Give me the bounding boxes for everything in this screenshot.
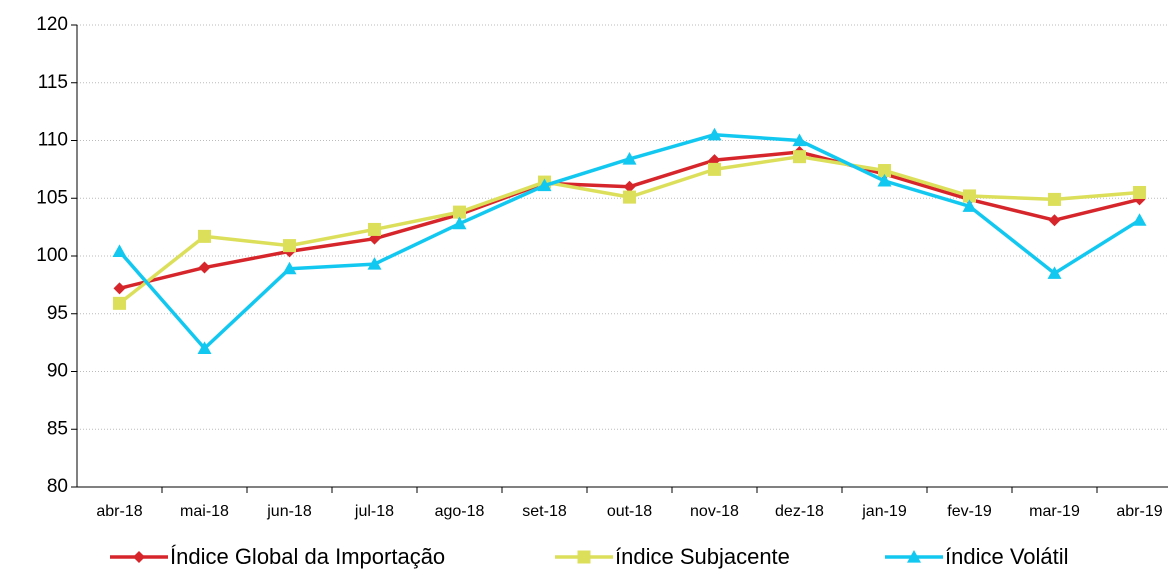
x-tick-label: nov-18 [690, 503, 739, 520]
x-tick-label: mar-19 [1029, 503, 1080, 520]
x-tick-label: ago-18 [435, 503, 485, 520]
point-marker [878, 164, 891, 178]
x-tick-label: jan-19 [861, 503, 907, 520]
y-tick-label: 110 [38, 130, 68, 151]
y-tick-label: 100 [36, 245, 68, 266]
point-marker [877, 173, 892, 187]
y-tick-label: 80 [47, 476, 68, 497]
point-marker [113, 282, 126, 295]
y-tick-label: 90 [47, 361, 68, 382]
y-tick-label: 95 [47, 303, 68, 324]
point-marker [792, 133, 807, 147]
point-marker [963, 189, 976, 203]
legend-marker [133, 551, 145, 563]
x-tick-label: jul-18 [354, 503, 394, 520]
point-marker [452, 216, 467, 230]
point-marker [198, 229, 211, 243]
legend-label: índice Volátil [945, 544, 1069, 569]
x-tick-label: jun-18 [266, 503, 312, 520]
point-marker [622, 151, 637, 165]
x-tick-label: out-18 [607, 503, 652, 520]
y-tick-label: 105 [36, 187, 68, 208]
x-tick-label: set-18 [522, 503, 567, 520]
point-marker [367, 257, 382, 270]
x-tick-label: fev-19 [947, 503, 992, 520]
x-tick-label: abr-18 [96, 503, 142, 520]
point-marker [113, 296, 126, 310]
x-tick-label: dez-18 [775, 503, 824, 520]
legend-marker [577, 550, 591, 564]
point-marker [112, 244, 127, 257]
legend-marker [907, 550, 921, 563]
point-marker [1133, 185, 1146, 199]
point-marker [198, 261, 211, 274]
point-marker [197, 341, 212, 354]
legend-label: índice Subjacente [615, 544, 790, 569]
series-line [118, 132, 1141, 351]
point-marker [282, 261, 297, 275]
x-tick-label: abr-19 [1116, 503, 1162, 520]
point-marker [283, 239, 296, 253]
point-marker [453, 205, 466, 219]
point-marker [708, 162, 721, 176]
point-marker [1047, 266, 1062, 279]
y-tick-label: 115 [38, 72, 68, 93]
point-marker [707, 127, 722, 141]
point-marker [793, 150, 806, 164]
y-tick-label: 85 [47, 418, 68, 439]
point-marker [1132, 213, 1147, 226]
point-marker [1048, 192, 1061, 206]
point-marker [623, 180, 636, 193]
point-marker [537, 178, 552, 192]
series-line [118, 154, 1140, 305]
x-tick-label: mai-18 [180, 503, 229, 520]
point-marker [962, 199, 977, 212]
point-marker [1048, 214, 1061, 227]
legend-label: Índice Global da Importação [170, 544, 445, 569]
point-marker [623, 190, 636, 204]
y-tick-label: 120 [36, 14, 68, 35]
point-marker [368, 222, 381, 236]
